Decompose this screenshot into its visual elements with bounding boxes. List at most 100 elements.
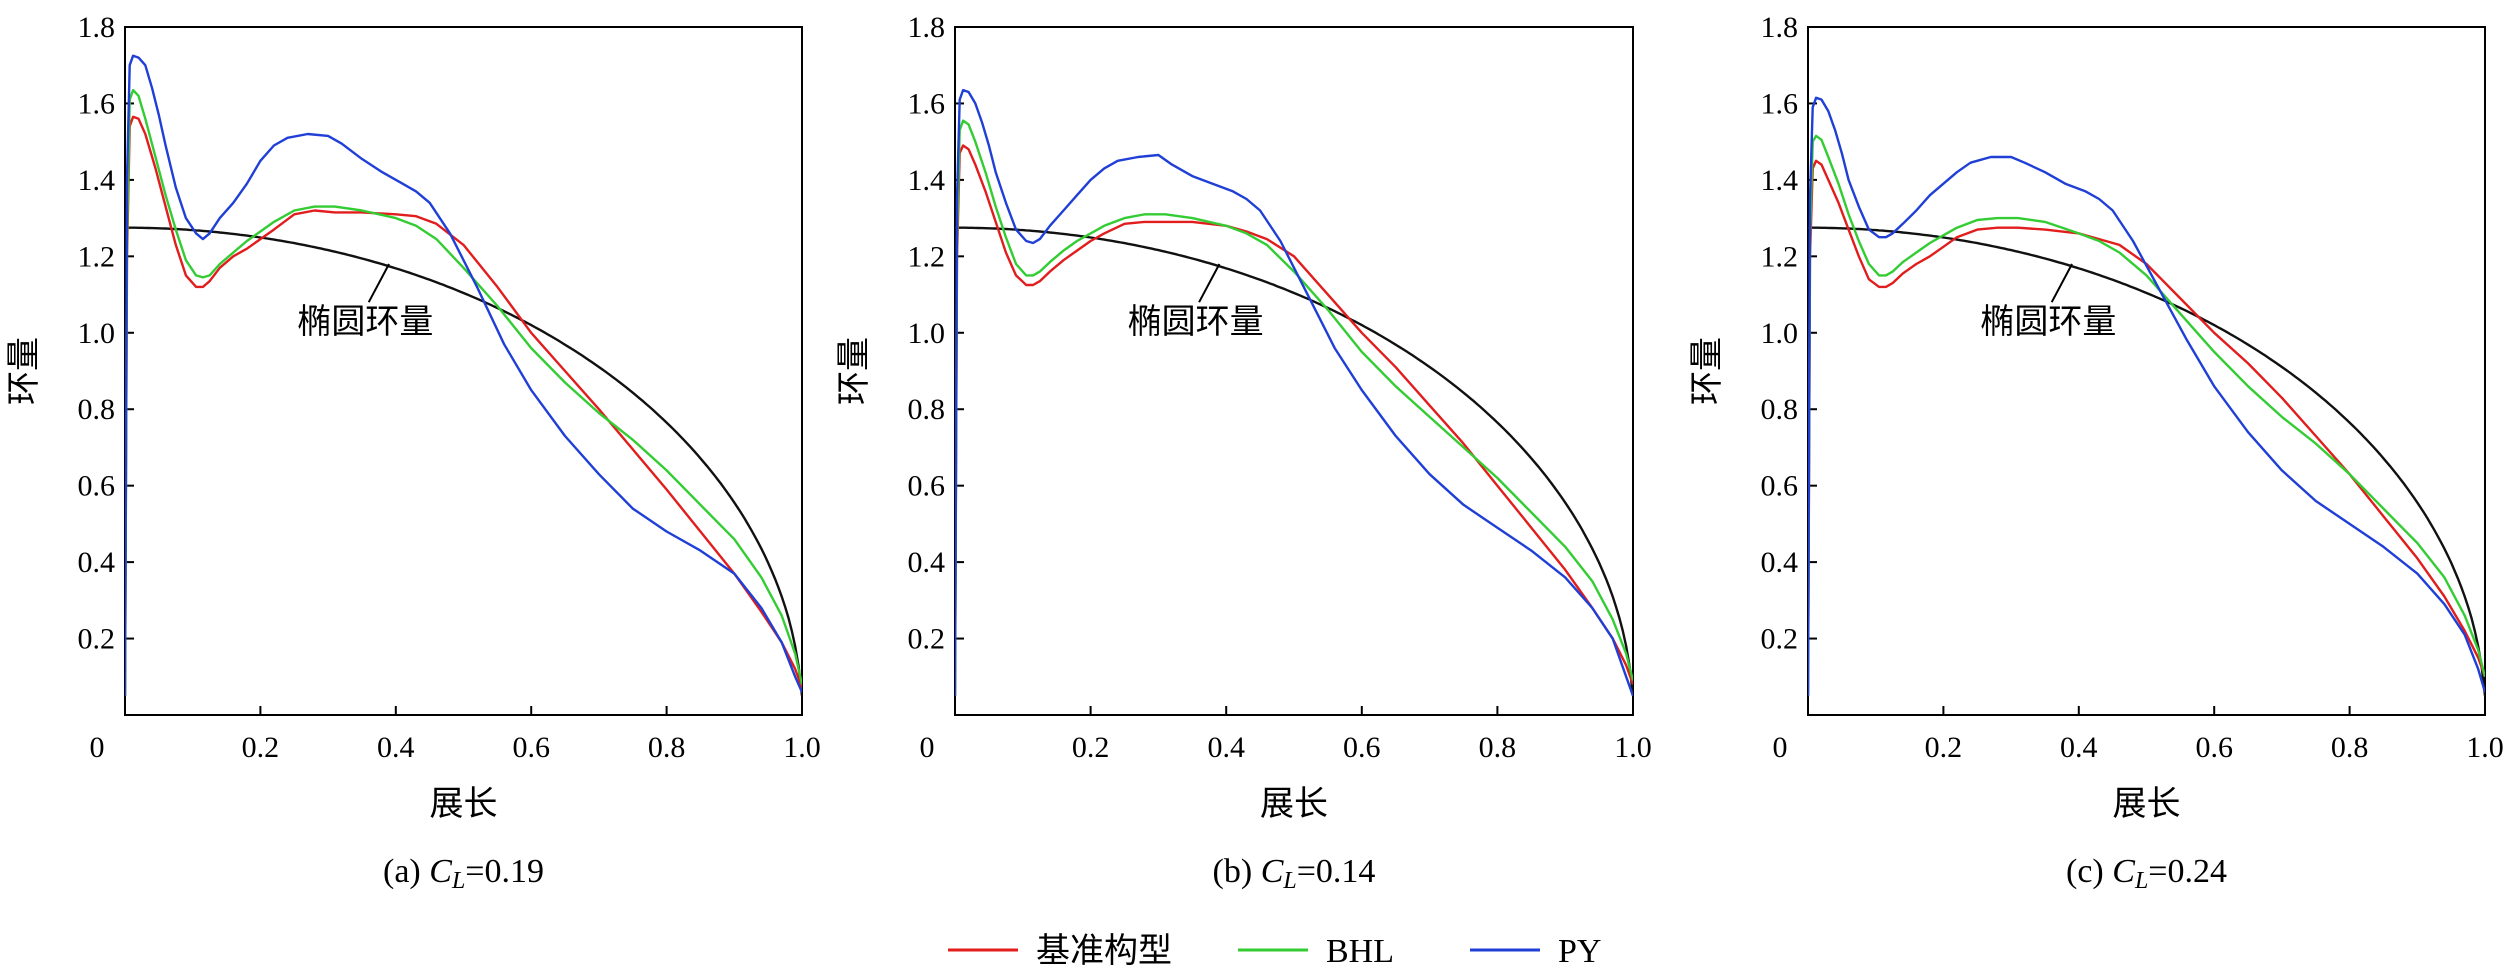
caption-variable: C: [429, 853, 452, 890]
x-tick-label: 0.8: [1479, 731, 1517, 764]
x-tick-label: 0: [90, 731, 105, 764]
y-tick-label: 1.0: [908, 317, 946, 350]
caption-variable: C: [2112, 853, 2135, 890]
plot-frame: [954, 26, 1634, 716]
y-tick-label: 1.4: [78, 164, 116, 197]
y-tick-label: 0.4: [908, 546, 946, 579]
annotation-pointer: [367, 263, 390, 303]
y-tick-label: 0.8: [908, 393, 946, 426]
caption-subscript: L: [2134, 868, 2148, 894]
elliptical-circulation-line: [1808, 226, 2485, 697]
plot-area: [1808, 96, 2485, 697]
series-line-py: [1808, 96, 2485, 696]
chart-panel-3: 0.2 0.4 0.6 0.8 1.0 1.2 1.4 1.6 1.8 0 0.2 0.4 0.6 0.8…: [1687, 11, 2504, 894]
series-line-bhl: [1808, 134, 2485, 696]
y-tick-label: 0.2: [1761, 623, 1799, 656]
legend-item-2: BHL: [1238, 933, 1394, 970]
annotation-pointer: [2050, 263, 2073, 303]
x-tick-label: 0.4: [377, 731, 415, 764]
y-tick-label: 0.4: [1761, 546, 1799, 579]
annotation-pointer: [1198, 263, 1221, 303]
caption-value: =0.24: [2148, 853, 2227, 890]
legend-label: BHL: [1326, 933, 1394, 970]
y-tick-label: 0.6: [1761, 470, 1799, 503]
x-tick-label: 0.2: [1925, 731, 1963, 764]
y-tick-label: 1.6: [1761, 87, 1799, 120]
x-tick-label: 1.0: [2466, 731, 2504, 764]
legend: 基准构型 BHL PY: [948, 932, 1601, 970]
legend-item-3: PY: [1470, 933, 1601, 970]
x-tick-label: 0.2: [1072, 731, 1110, 764]
series-line-base: [955, 144, 1633, 696]
y-tick-label: 1.8: [908, 11, 946, 44]
x-tick-label: 0: [1773, 731, 1788, 764]
plot-area: [955, 88, 1633, 697]
y-tick-label: 1.4: [908, 164, 946, 197]
series-line-base: [1808, 159, 2485, 696]
chart-panel-2: 0.2 0.4 0.6 0.8 1.0 1.2 1.4 1.6 1.8 0 0.2 0.4 0.6 0.8…: [834, 11, 1652, 894]
caption-prefix: (b): [1213, 853, 1261, 890]
x-tick-label: 0: [920, 731, 935, 764]
y-axis-label: 环量: [834, 337, 874, 405]
x-tick-label: 0.4: [2060, 731, 2098, 764]
series-line-py: [955, 88, 1633, 697]
y-axis-label: 环量: [1687, 337, 1727, 405]
x-tick-label: 0.2: [242, 731, 280, 764]
annotation-label: 椭圆环量: [1128, 302, 1264, 342]
y-tick-label: 0.6: [908, 470, 946, 503]
y-tick-label: 0.4: [78, 546, 116, 579]
elliptical-circulation-line: [955, 226, 1633, 697]
x-tick-label: 1.0: [1614, 731, 1652, 764]
y-tick-label: 1.8: [1761, 11, 1799, 44]
y-axis-label: 环量: [4, 337, 44, 405]
x-tick-label: 0.6: [1343, 731, 1381, 764]
x-tick-label: 0.8: [2331, 731, 2369, 764]
series-line-base: [125, 115, 802, 696]
series-line-bhl: [125, 88, 802, 696]
caption-value: =0.14: [1297, 853, 1376, 890]
caption-value: =0.19: [465, 853, 544, 890]
y-tick-label: 0.6: [78, 470, 116, 503]
y-tick-label: 1.0: [1761, 317, 1799, 350]
y-tick-label: 0.2: [908, 623, 946, 656]
y-tick-label: 1.2: [1761, 240, 1799, 273]
legend-item-1: 基准构型: [948, 932, 1172, 970]
annotation-label: 椭圆环量: [1980, 302, 2116, 342]
caption-subscript: L: [1282, 868, 1296, 894]
caption-prefix: (c): [2066, 853, 2112, 890]
x-axis-label: 展长: [1260, 784, 1328, 824]
legend-label: 基准构型: [1036, 932, 1172, 970]
plot-area: [125, 54, 802, 697]
x-axis-label: 展长: [430, 784, 498, 824]
x-tick-label: 0.8: [648, 731, 686, 764]
panel-caption: (a) CL=0.19: [383, 853, 544, 894]
panel-caption: (c) CL=0.24: [2066, 853, 2227, 894]
elliptical-circulation-line: [125, 226, 802, 697]
x-tick-label: 1.0: [783, 731, 821, 764]
y-tick-label: 0.8: [78, 393, 116, 426]
x-tick-label: 0.6: [512, 731, 550, 764]
chart-panel-1: 0.2 0.4 0.6 0.8 1.0 1.2 1.4 1.6 1.8 0 0.2 0.4 0.6 0.8…: [4, 11, 821, 894]
caption-prefix: (a): [383, 853, 429, 890]
x-axis-label: 展长: [2113, 784, 2181, 824]
series-line-py: [125, 54, 802, 696]
y-tick-label: 1.2: [908, 240, 946, 273]
y-tick-label: 0.2: [78, 623, 116, 656]
annotation-label: 椭圆环量: [297, 302, 433, 342]
plot-frame: [124, 26, 803, 716]
y-tick-label: 0.8: [1761, 393, 1799, 426]
y-tick-label: 1.2: [78, 240, 116, 273]
legend-label: PY: [1558, 933, 1601, 970]
y-tick-label: 1.0: [78, 317, 116, 350]
x-tick-label: 0.6: [2195, 731, 2233, 764]
caption-variable: C: [1261, 853, 1284, 890]
plot-frame: [1807, 26, 2486, 716]
y-tick-label: 1.4: [1761, 164, 1799, 197]
x-tick-label: 0.4: [1207, 731, 1245, 764]
y-tick-label: 1.8: [78, 11, 116, 44]
caption-subscript: L: [451, 868, 465, 894]
panel-caption: (b) CL=0.14: [1213, 853, 1376, 894]
series-line-bhl: [955, 119, 1633, 696]
y-tick-label: 1.6: [78, 87, 116, 120]
